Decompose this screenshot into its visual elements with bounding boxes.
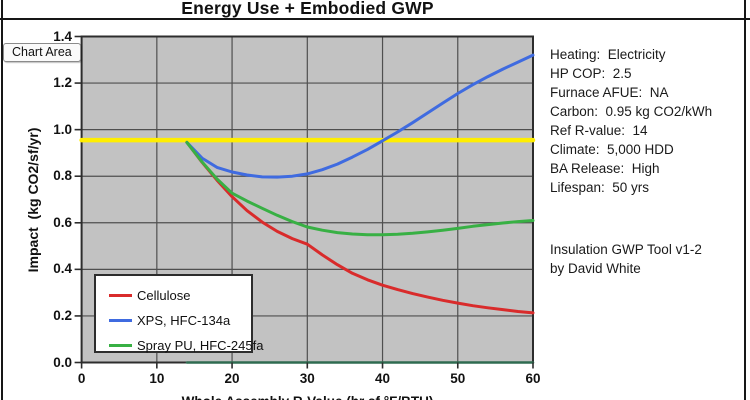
parameter-line: Heating: Electricity [550, 47, 666, 62]
legend-label: Cellulose [137, 288, 191, 303]
y-tick-label: 0.6 [53, 214, 72, 230]
parameter-line: Carbon: 0.95 kg CO2/kWh [550, 104, 713, 119]
legend-item-cellulose[interactable]: Cellulose [96, 283, 251, 308]
legend-line-swatch [109, 294, 132, 297]
y-tick-label: 0.8 [53, 168, 72, 184]
frame-right-border [744, 0, 746, 400]
legend-item-spray-pu-hfc245fa[interactable]: Spray PU, HFC-245fa [96, 333, 263, 358]
parameter-line: BA Release: High [550, 161, 660, 176]
y-tick-label: 0.0 [53, 354, 72, 370]
chart-title: Energy Use + Embodied GWP [181, 0, 434, 18]
x-tick-label: 40 [375, 371, 391, 386]
series-xps-hfc134a [185, 53, 535, 179]
y-tick-label: 1.2 [53, 75, 72, 91]
parameter-line: Lifespan: 50 yrs [550, 180, 650, 195]
y-tick-label: 1.4 [53, 28, 72, 44]
x-tick-label: 10 [149, 371, 165, 386]
y-tick-label: 1.0 [53, 121, 72, 137]
credit-panel: Insulation GWP Tool v1-2 by David White [550, 240, 702, 278]
x-tick-label: 0 [77, 371, 86, 386]
chart-area-tooltip: Chart Area [3, 43, 81, 62]
legend-line-swatch [109, 319, 132, 322]
legend-line-swatch [109, 344, 132, 347]
x-tick-label: 60 [525, 371, 541, 386]
legend-item-xps-hfc134a[interactable]: XPS, HFC-134a [96, 308, 251, 333]
legend-label: Spray PU, HFC-245fa [137, 338, 264, 353]
legend[interactable]: Cellulose XPS, HFC-134a Spray PU, HFC-245f… [94, 274, 263, 353]
frame-left-border [1, 0, 3, 400]
x-axis-title: Whole Assembly R-Value (hr sf °F/BTU) [82, 394, 533, 400]
series-spray-pu-hfc245fa [185, 140, 535, 237]
parameter-line: HP COP: 2.5 [550, 66, 632, 81]
credit-line: Insulation GWP Tool v1-2 [550, 242, 702, 257]
y-tick-label: 0.4 [53, 261, 72, 277]
credit-line: by David White [550, 261, 641, 276]
series-cellulose [185, 140, 535, 315]
x-tick-label: 20 [224, 371, 240, 386]
parameters-panel: Heating: Electricity HP COP: 2.5 Furnace A… [550, 45, 712, 197]
legend-label: XPS, HFC-134a [137, 313, 231, 328]
x-tick-label: 30 [299, 371, 315, 386]
frame-top-border [0, 18, 750, 20]
y-axis-title: Impact (kg CO2/sf/yr) [25, 127, 41, 273]
parameter-line: Furnace AFUE: NA [550, 85, 669, 100]
y-tick-label: 0.2 [53, 307, 72, 323]
parameter-line: Ref R-value: 14 [550, 123, 648, 138]
parameter-line: Climate: 5,000 HDD [550, 142, 674, 157]
x-tick-label: 50 [450, 371, 466, 386]
